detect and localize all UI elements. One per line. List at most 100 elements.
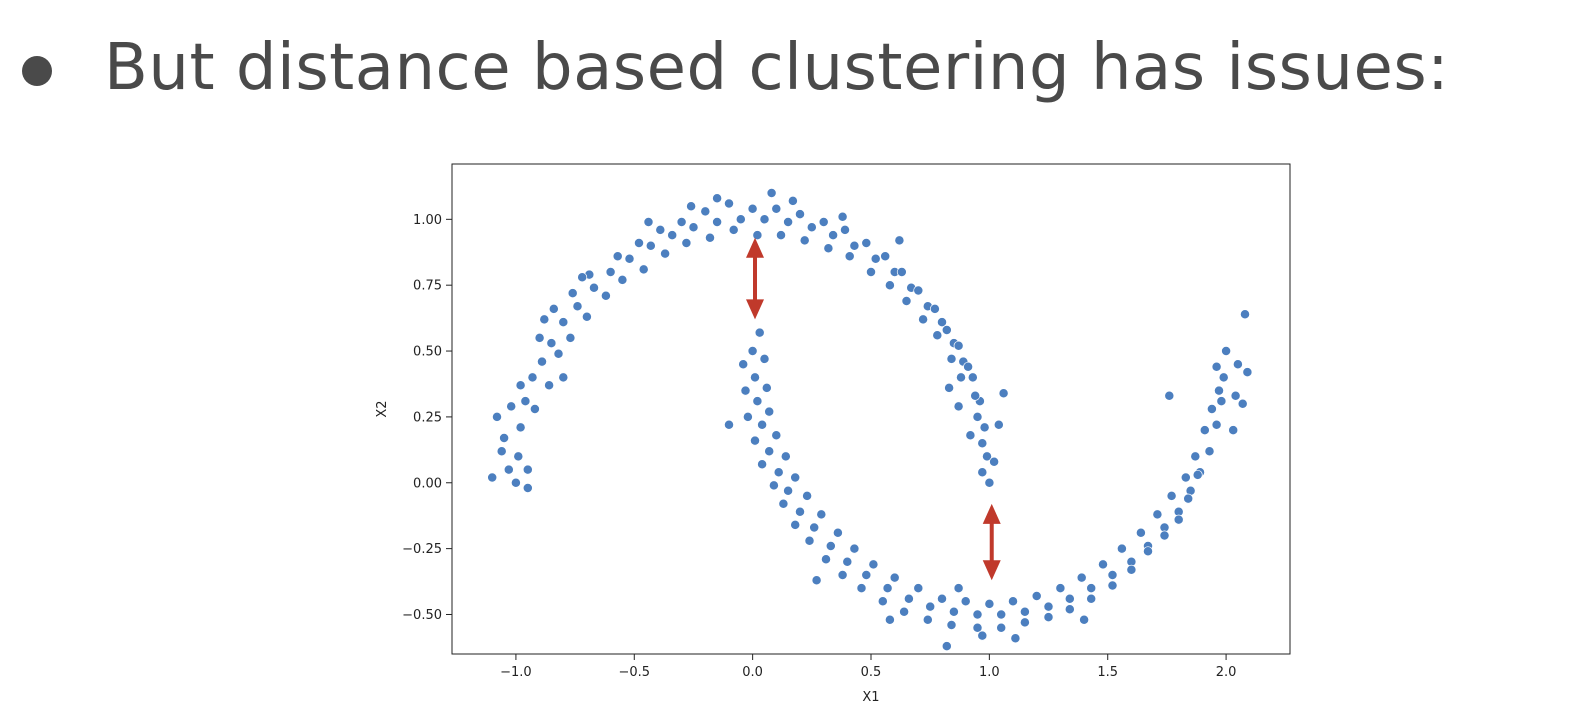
data-point: [492, 411, 502, 422]
data-point: [965, 430, 976, 441]
data-point: [1199, 425, 1210, 436]
data-point: [655, 224, 666, 235]
data-point: [761, 382, 772, 393]
data-point: [771, 203, 782, 214]
data-point: [1242, 367, 1253, 378]
data-point: [799, 235, 810, 246]
arrow-head-down: [982, 560, 1001, 581]
data-point: [823, 243, 834, 254]
data-point: [624, 253, 635, 264]
data-point: [941, 325, 952, 335]
data-point: [515, 380, 526, 391]
data-point: [1043, 601, 1054, 612]
data-point: [686, 201, 697, 212]
data-point: [937, 317, 947, 328]
data-point: [499, 433, 510, 443]
data-point: [790, 519, 801, 530]
data-point: [515, 422, 526, 433]
data-point: [913, 583, 924, 594]
data-point: [946, 620, 957, 630]
data-point: [1218, 372, 1229, 383]
data-point: [496, 446, 507, 457]
data-point: [520, 396, 531, 407]
data-point: [984, 598, 995, 609]
data-point: [605, 267, 616, 277]
data-point: [884, 280, 895, 291]
double-arrow-annotation: [982, 503, 1001, 581]
data-point: [768, 480, 779, 491]
data-point: [643, 217, 654, 227]
y-tick-label: 0.25: [413, 410, 442, 425]
data-point: [1064, 593, 1075, 604]
data-point: [787, 195, 798, 206]
data-point: [546, 338, 557, 349]
slide-headline: But distance based clustering has issues…: [104, 31, 1450, 105]
data-point: [913, 285, 924, 296]
data-point: [868, 559, 879, 570]
data-point: [1232, 359, 1243, 370]
data-point: [742, 411, 753, 422]
arrow-head-up: [746, 237, 765, 258]
data-point: [510, 477, 521, 488]
data-point: [894, 235, 905, 246]
data-point: [1152, 509, 1163, 520]
data-point: [752, 396, 763, 407]
data-point: [963, 361, 974, 372]
data-point: [558, 372, 569, 383]
data-point: [977, 630, 988, 641]
y-tick-label: 1.00: [413, 213, 442, 228]
data-point: [1190, 451, 1201, 462]
data-point: [735, 214, 746, 225]
data-point: [1086, 583, 1097, 594]
data-point: [842, 556, 853, 567]
data-point: [1107, 570, 1118, 580]
data-point: [1116, 543, 1127, 554]
data-point: [589, 282, 599, 293]
data-point: [977, 438, 988, 449]
data-point: [1079, 614, 1090, 625]
data-point: [548, 303, 559, 314]
data-point: [617, 274, 628, 285]
data-point: [993, 419, 1004, 430]
data-point: [534, 332, 545, 343]
data-point: [1211, 361, 1222, 372]
data-point: [565, 332, 576, 343]
data-point: [1240, 309, 1250, 320]
data-point: [953, 340, 964, 351]
data-point: [944, 382, 955, 393]
data-point: [567, 288, 578, 299]
y-tick-label: 0.75: [413, 279, 442, 294]
data-point: [700, 206, 711, 217]
data-point: [882, 583, 893, 594]
data-point: [752, 230, 763, 241]
data-point: [941, 641, 952, 652]
data-point: [1019, 617, 1030, 628]
data-point: [522, 483, 533, 493]
x-axis-title: X1: [862, 690, 879, 704]
data-point: [811, 575, 822, 586]
data-point: [764, 406, 775, 417]
data-point: [972, 609, 983, 620]
data-point: [776, 230, 786, 241]
data-point: [996, 622, 1007, 633]
data-point: [804, 535, 815, 546]
arrow-head-up: [982, 503, 1001, 524]
data-point: [1031, 591, 1042, 601]
data-point: [503, 464, 514, 475]
data-point: [989, 456, 1000, 467]
data-point: [818, 217, 829, 227]
data-point: [740, 385, 751, 396]
x-axis-ticks: −1.0 −0.5 0.0 0.5 1.0 1.5 2.0: [500, 654, 1236, 680]
data-point: [901, 296, 912, 306]
data-point: [1164, 390, 1175, 401]
data-point: [527, 372, 538, 383]
data-point: [899, 606, 910, 617]
data-point: [747, 346, 758, 356]
data-point: [1228, 425, 1239, 436]
data-point: [747, 203, 758, 214]
data-point: [1214, 385, 1224, 396]
points-layer: [487, 188, 1253, 652]
data-point: [771, 430, 782, 441]
data-point: [1135, 527, 1146, 538]
